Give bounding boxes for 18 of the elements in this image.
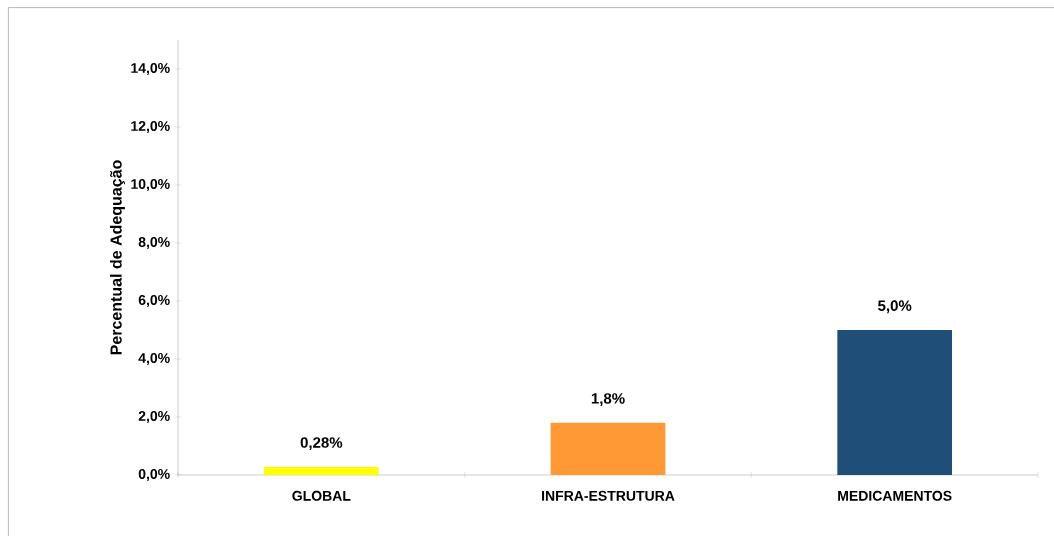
y-tick-label: 4,0% xyxy=(138,353,170,365)
x-tick-label: INFRA-ESTRUTURA xyxy=(542,490,675,501)
data-label: 0,28% xyxy=(300,437,343,451)
bar xyxy=(837,330,953,475)
data-label: 1,8% xyxy=(591,393,625,406)
y-tick-label: 12,0% xyxy=(131,121,170,133)
y-tick-label: 0,0% xyxy=(138,469,170,481)
y-tick-label: 6,0% xyxy=(138,295,170,307)
y-tick-label: 8,0% xyxy=(138,237,170,249)
y-axis-title: Percentual de Adequação xyxy=(109,160,125,355)
data-label: 5,0% xyxy=(878,300,912,314)
bar xyxy=(550,422,666,475)
y-tick-label: 14,0% xyxy=(131,63,170,75)
bar xyxy=(264,466,379,475)
y-tick-label: 2,0% xyxy=(138,411,170,423)
x-tick-label: GLOBAL xyxy=(292,490,351,501)
y-tick-label: 10,0% xyxy=(131,179,170,191)
x-tick-label: MEDICAMENTOS xyxy=(838,490,952,501)
